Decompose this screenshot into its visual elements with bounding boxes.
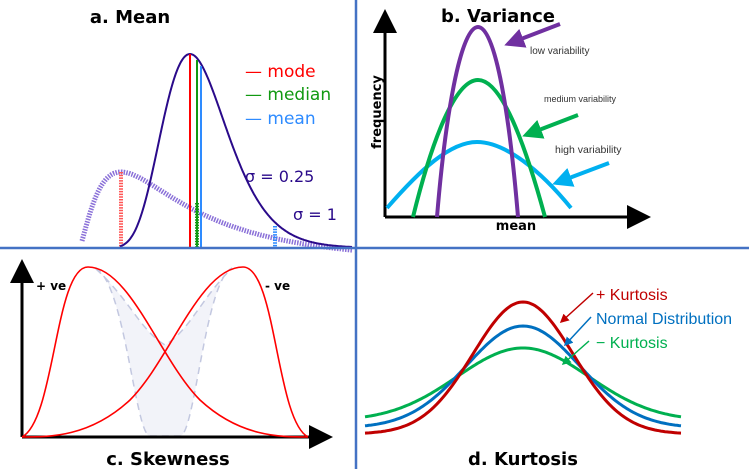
panel-kurtosis: + Kurtosis Normal Distribution − Kurtosi… (364, 287, 732, 469)
positive-skew-label: + ve (36, 279, 66, 293)
normal-distribution-label: Normal Distribution (596, 311, 732, 328)
sigma-small-label: σ = 0.25 (245, 167, 314, 186)
high-variability-curve (385, 139, 573, 210)
low-variability-arrow (504, 22, 561, 48)
medium-variability-label: medium variability (544, 94, 617, 104)
panel-title: d. Kurtosis (468, 449, 578, 469)
panel-title: b. Variance (441, 6, 555, 27)
low-variability-curve (435, 24, 520, 218)
legend-mode: — mode (245, 62, 316, 82)
negative-kurtosis-curve (364, 346, 682, 419)
x-axis-label: mean (496, 219, 536, 234)
negative-kurtosis-arrow (561, 340, 590, 365)
y-axis-label: frequency (370, 75, 385, 149)
panel-mean: a. Mean — mode — median — mean σ = 0.25 … (79, 7, 353, 253)
negative-skew-curve (21, 266, 309, 438)
sigma-025-curve (119, 52, 353, 248)
low-variability-label: low variability (530, 46, 589, 57)
panel-variance: b. Variance frequency mean low variabili… (370, 6, 651, 234)
negative-skew-label: - ve (265, 279, 290, 293)
legend-median: — median (245, 85, 331, 105)
panel-title: c. Skewness (106, 449, 230, 469)
high-variability-arrow (552, 161, 610, 187)
positive-kurtosis-label: + Kurtosis (596, 287, 668, 304)
medium-variability-curve (411, 77, 547, 218)
positive-skew-curve (21, 266, 309, 438)
sigma-large-label: σ = 1 (293, 205, 337, 224)
medium-variability-arrow (522, 113, 579, 139)
panel-title: a. Mean (90, 7, 170, 28)
normal-distribution-curve (364, 324, 682, 428)
negative-kurtosis-label: − Kurtosis (596, 335, 668, 352)
panel-skewness: + ve - ve c. Skewness (9, 259, 333, 469)
high-variability-label: high variability (555, 144, 622, 156)
normal-distribution-arrow (563, 316, 592, 347)
normal-reference-area (94, 267, 233, 437)
sigma-1-curve (79, 169, 353, 253)
legend-mean: — mean (245, 109, 316, 129)
positive-kurtosis-curve (364, 300, 682, 435)
positive-kurtosis-arrow (559, 292, 594, 324)
